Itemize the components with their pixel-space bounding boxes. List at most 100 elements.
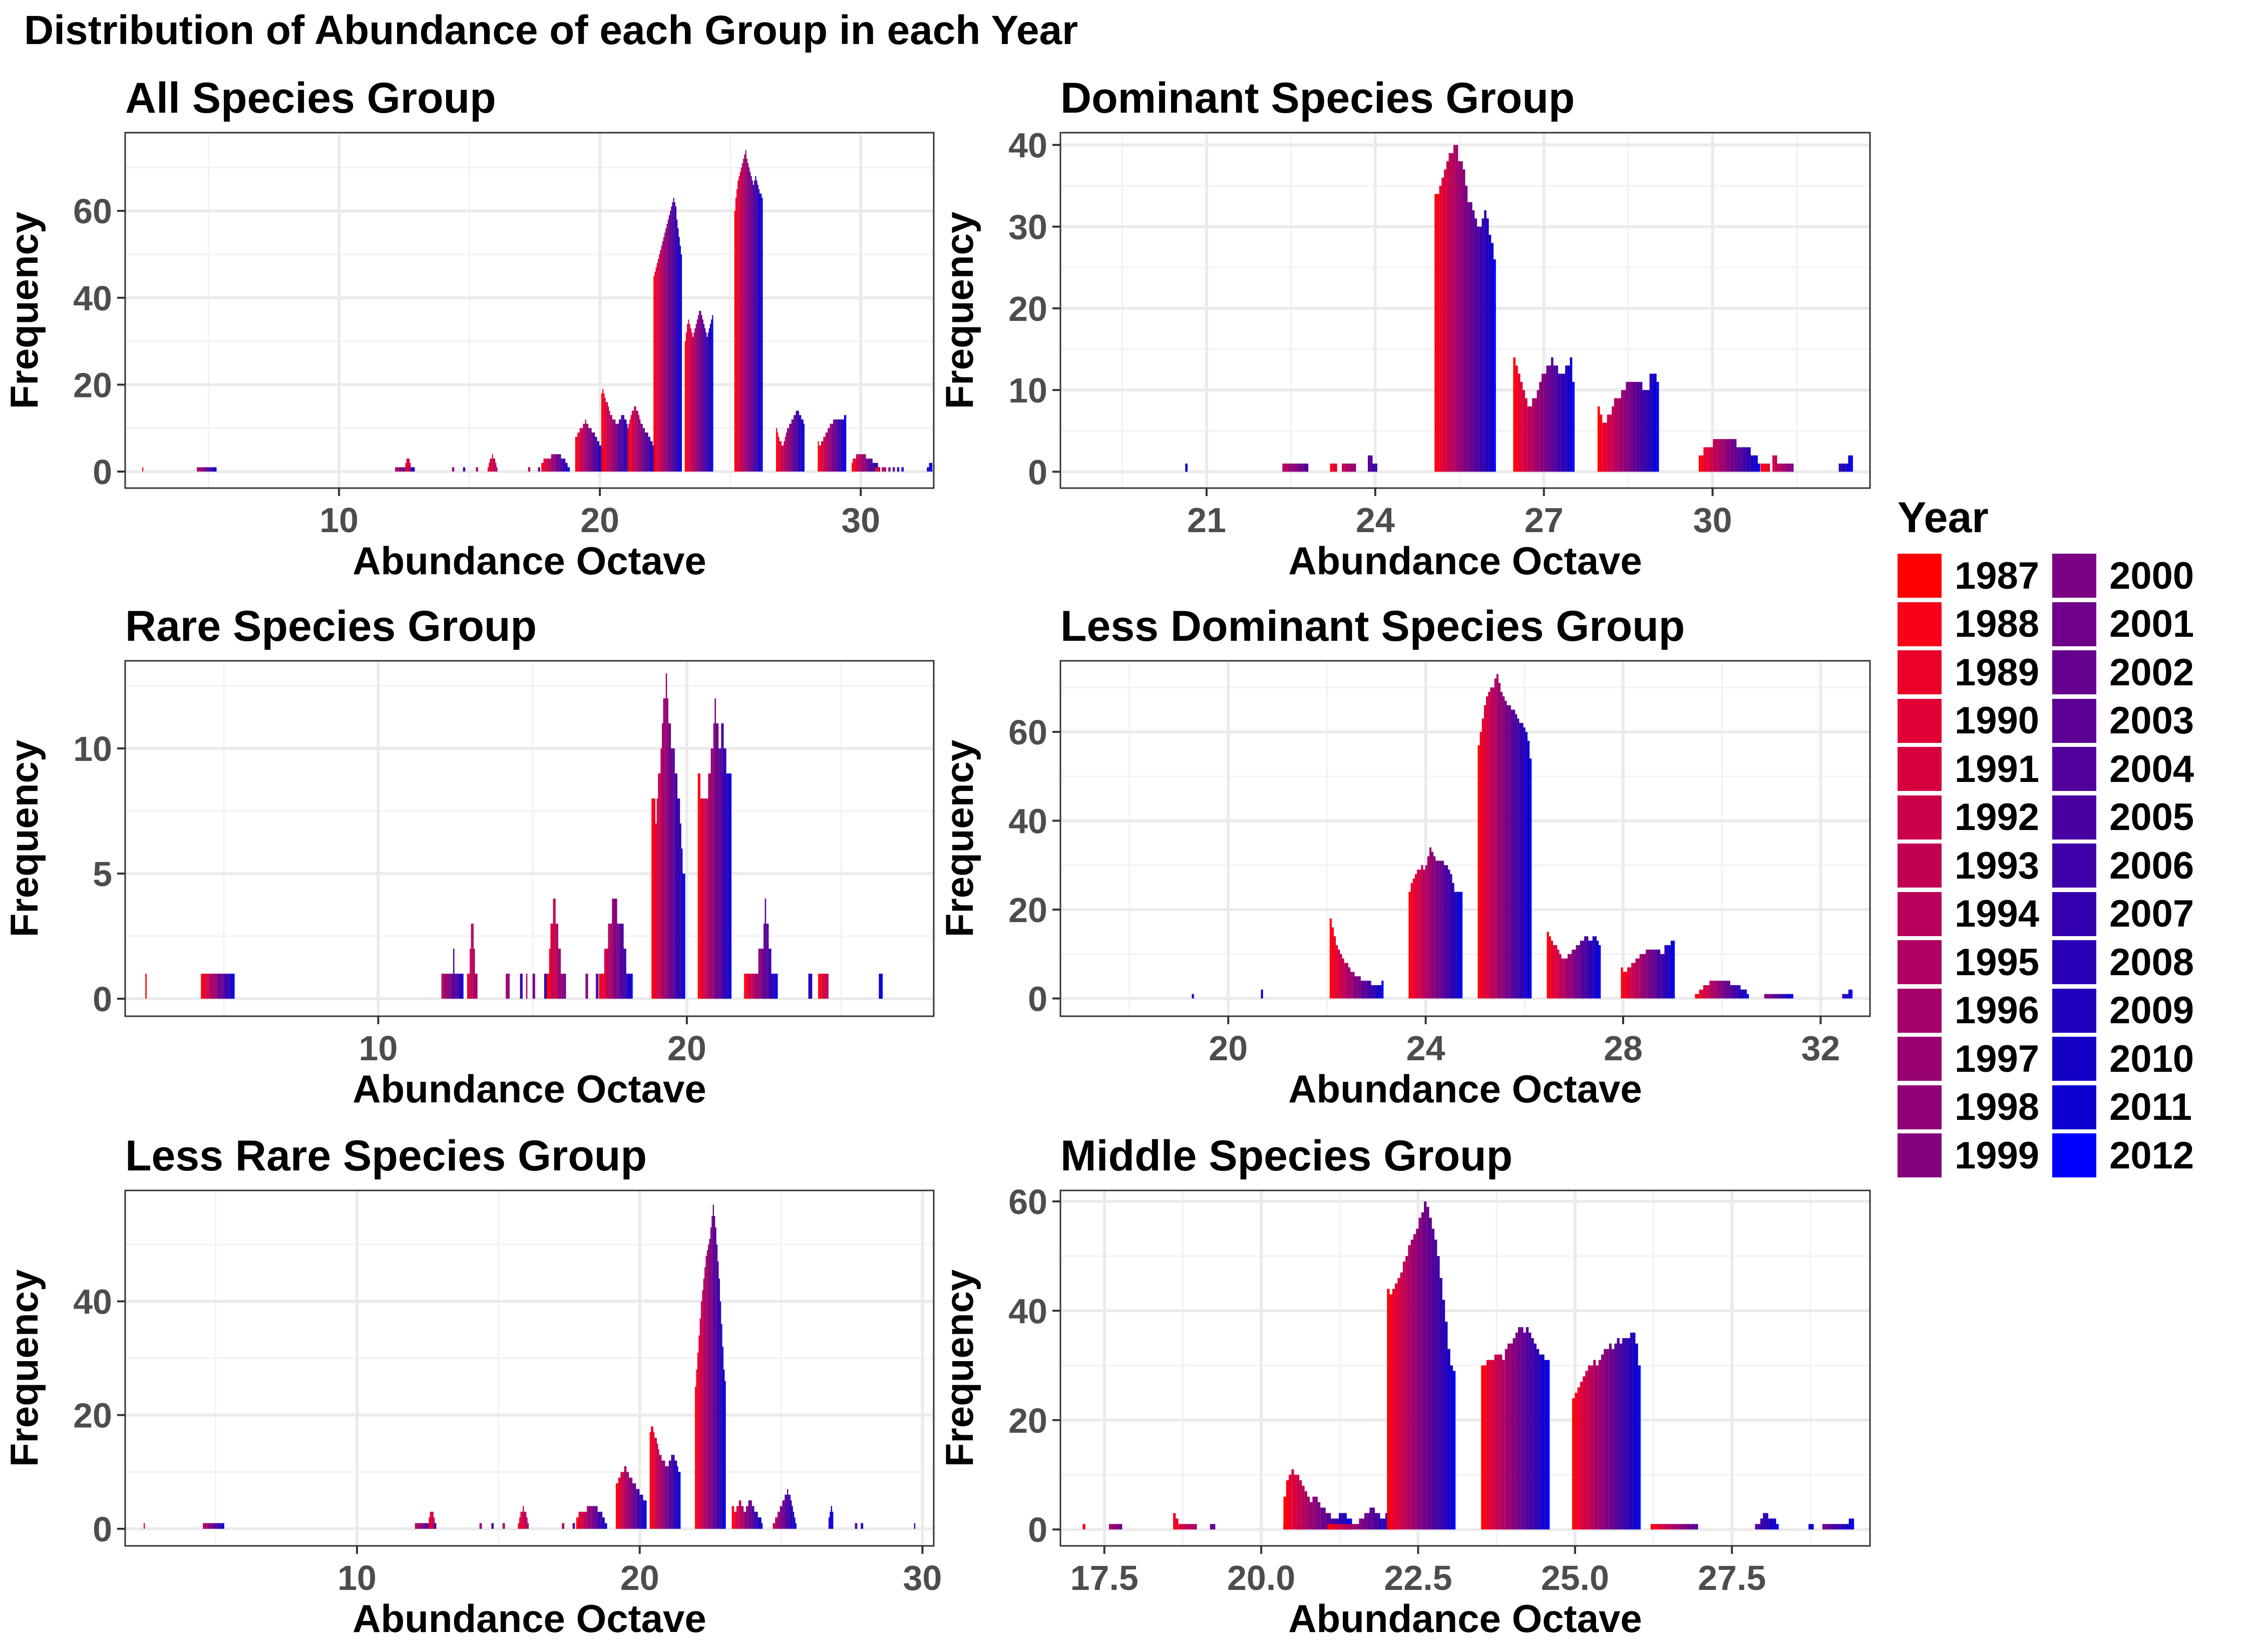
bar: [1580, 1382, 1583, 1530]
legend-item-1995: 1995: [1898, 938, 2039, 987]
bar: [1791, 994, 1793, 999]
legend-swatch: [2052, 795, 2097, 840]
bar: [1494, 678, 1496, 999]
bar: [1658, 949, 1661, 999]
x-tick-label: 17.5: [1070, 1558, 1139, 1597]
bar: [689, 323, 690, 472]
bar: [609, 924, 611, 999]
y-tick-label: 40: [1008, 802, 1047, 841]
bar: [1783, 994, 1785, 999]
bar: [1578, 945, 1580, 999]
bar: [617, 424, 619, 472]
bar: [750, 176, 752, 472]
bar: [1458, 161, 1461, 472]
bar: [549, 458, 550, 472]
bar: [1452, 1371, 1456, 1530]
y-axis-label: Frequency: [2, 740, 46, 937]
bar: [881, 974, 883, 999]
bar: [407, 458, 409, 472]
bar: [426, 1523, 427, 1529]
bar: [668, 1460, 670, 1529]
bar: [1773, 1518, 1776, 1530]
bar: [399, 467, 401, 472]
bar: [1292, 464, 1294, 472]
bar: [587, 974, 588, 999]
bar: [672, 748, 674, 999]
panel-title: All Species Group: [125, 74, 496, 122]
bar: [492, 454, 493, 472]
bar: [1315, 1496, 1318, 1530]
bar: [673, 748, 675, 999]
bar: [719, 748, 721, 999]
bar: [410, 467, 412, 472]
legend-item-2001: 2001: [2052, 600, 2194, 649]
bar: [1572, 381, 1575, 472]
bar: [716, 1244, 718, 1529]
bar: [556, 454, 558, 472]
bar: [736, 189, 738, 472]
plots-canvas: 10 20 30 0 20 40 60 All Species Group Abundance …: [2, 74, 1871, 1640]
bar: [591, 432, 593, 472]
bar: [1649, 373, 1652, 472]
bar: [1486, 696, 1488, 999]
bar: [703, 323, 705, 472]
bar: [643, 428, 645, 472]
bar: [715, 1227, 716, 1529]
bar: [659, 1455, 661, 1529]
bar: [831, 1506, 832, 1529]
bar: [652, 1426, 653, 1529]
y-tick-label: 30: [1008, 208, 1047, 247]
bar: [476, 974, 478, 999]
bar: [597, 441, 598, 472]
bar: [675, 206, 677, 472]
bar: [703, 1279, 705, 1529]
bar: [209, 1523, 210, 1529]
bar: [545, 974, 547, 999]
plot-background: [125, 1190, 934, 1546]
bar: [1341, 1513, 1344, 1530]
bar: [761, 1523, 763, 1529]
bar: [1763, 1513, 1766, 1530]
bar: [608, 924, 610, 999]
bar: [585, 419, 586, 472]
bar: [1588, 1365, 1591, 1530]
bar: [632, 1483, 634, 1529]
bar: [853, 458, 854, 472]
bar: [870, 458, 872, 472]
bar: [1722, 981, 1724, 999]
bar: [1213, 1524, 1216, 1530]
bar: [685, 332, 687, 472]
bar: [526, 1517, 528, 1529]
bar: [1356, 976, 1359, 999]
bar: [699, 1318, 701, 1529]
bar: [563, 1523, 565, 1529]
bar: [692, 336, 694, 472]
bar: [1850, 989, 1853, 999]
bar: [542, 463, 544, 472]
legend-swatch: [1898, 795, 1942, 840]
bar: [744, 1511, 746, 1529]
bar: [1764, 994, 1766, 999]
bar: [395, 467, 397, 472]
bar: [1445, 1322, 1448, 1530]
bar: [215, 974, 217, 999]
bar: [520, 974, 522, 999]
bar: [1499, 1354, 1503, 1530]
bar: [452, 467, 454, 472]
bar: [599, 974, 601, 999]
bar: [1364, 1513, 1367, 1530]
bar: [549, 949, 551, 999]
legend-label: 1989: [1955, 651, 2040, 694]
bar: [1715, 981, 1718, 999]
bar: [708, 328, 710, 472]
bar: [785, 437, 786, 472]
bar: [1630, 381, 1633, 472]
y-tick-label: 0: [1028, 980, 1047, 1019]
bar: [600, 445, 602, 472]
plot-background: [1060, 1190, 1870, 1546]
bar: [621, 1472, 623, 1529]
bar: [705, 332, 707, 472]
bar: [411, 467, 413, 472]
bar: [875, 467, 877, 472]
bar: [1526, 1327, 1529, 1530]
